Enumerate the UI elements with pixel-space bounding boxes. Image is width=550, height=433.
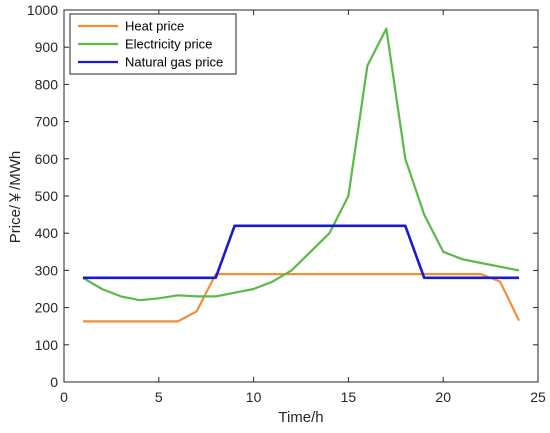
x-tick-label: 10 (246, 389, 262, 405)
x-tick-label: 25 (530, 389, 546, 405)
y-tick-label: 500 (35, 188, 59, 204)
y-tick-label: 700 (35, 114, 59, 130)
x-tick-label: 0 (60, 389, 68, 405)
y-tick-label: 1000 (27, 2, 58, 18)
legend-label-1: Heat price (125, 19, 184, 34)
y-axis-label: Price/￥/MWh (7, 151, 24, 244)
series-line-1 (83, 273, 520, 323)
y-tick-label: 800 (35, 76, 59, 92)
legend-label-3: Natural gas price (125, 55, 223, 70)
x-tick-label: 15 (341, 389, 357, 405)
x-tick-label: 5 (155, 389, 163, 405)
legend-label-2: Electricity price (125, 37, 212, 52)
series-line-2 (82, 27, 520, 302)
y-tick-label: 600 (35, 151, 59, 167)
legend: Heat price Electricity price Natural gas p… (69, 13, 237, 75)
y-tick-label: 200 (35, 300, 59, 316)
axes: 0 5 10 15 20 25 0 100 200 300 400 500 600 700 800 900 10… (27, 2, 546, 405)
x-tick-label: 20 (435, 389, 451, 405)
plot-area (82, 27, 520, 323)
series-line-3 (83, 224, 519, 280)
y-tick-label: 400 (35, 225, 59, 241)
x-axis-label: Time/h (278, 409, 323, 426)
y-tick-label: 900 (35, 39, 59, 55)
y-tick-label: 300 (35, 262, 59, 278)
y-tick-label: 0 (50, 374, 58, 390)
y-tick-label: 100 (35, 337, 59, 353)
